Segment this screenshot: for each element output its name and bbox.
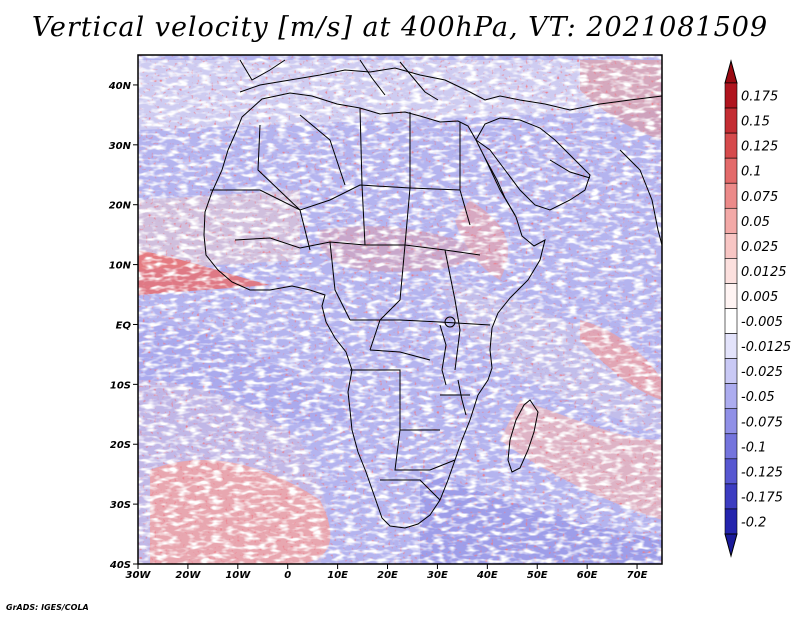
- colorbar-label: -0.2: [741, 515, 766, 530]
- colorbar-label: 0.075: [741, 190, 778, 205]
- colorbar-label: -0.005: [741, 315, 783, 330]
- lon-tick-label: 60E: [577, 570, 598, 581]
- colorbar-swatch: [724, 283, 738, 309]
- madagascar-coastline: [507, 399, 539, 473]
- colorbar-swatch: [724, 383, 738, 410]
- colorbar-bottom-arrow: [724, 533, 738, 558]
- lon-tick-label: 20W: [175, 570, 201, 581]
- plot-frame: [137, 54, 663, 565]
- colorbar-label: 0.15: [741, 115, 770, 130]
- lat-tick-label: 20N: [109, 201, 132, 212]
- lat-tick-label: 10N: [109, 261, 132, 272]
- lon-tick-label: 0: [284, 570, 291, 581]
- lon-tick-label: 30W: [126, 570, 152, 581]
- colorbar-swatch: [724, 82, 738, 109]
- africa-coastline: [203, 92, 546, 529]
- lat-tick-label: 10S: [110, 380, 131, 391]
- colorbar-top-arrow: [724, 59, 738, 84]
- colorbar-label: 0.05: [741, 215, 770, 230]
- lat-tick-label: 30S: [110, 500, 131, 511]
- lat-tick-label: 30N: [109, 141, 132, 152]
- colorbar-swatch: [724, 107, 738, 134]
- lat-tick-label: 40N: [108, 81, 132, 92]
- lon-tick-label: 20E: [377, 570, 398, 581]
- colorbar-swatch: [724, 258, 738, 284]
- colorbar-swatch: [724, 308, 738, 334]
- colorbar-swatch: [724, 333, 738, 359]
- colorbar-swatch: [724, 458, 738, 485]
- colorbar-swatch: [724, 207, 738, 234]
- lon-tick-label: 40E: [476, 570, 498, 581]
- colorbar-swatch: [724, 508, 738, 535]
- lon-axis: 30W 20W 10W 0 10E 20E 30E 40E 50E 60E 70E: [126, 564, 648, 581]
- lat-tick-label: EQ: [116, 320, 132, 331]
- colorbar: 0.175 0.15 0.125 0.1 0.075 0.05 0.025 0.0125 0.0…: [724, 59, 791, 558]
- colorbar-label: -0.125: [741, 465, 783, 480]
- velocity-field: [138, 55, 662, 564]
- colorbar-swatch: [724, 358, 738, 384]
- colorbar-label: -0.1: [741, 440, 766, 455]
- colorbar-swatch: [724, 157, 738, 184]
- colorbar-label: 0.0125: [741, 265, 787, 280]
- lon-tick-label: 30E: [427, 570, 448, 581]
- colorbar-swatch: [724, 483, 738, 510]
- colorbar-label: 0.1: [741, 165, 762, 180]
- colorbar-label: 0.025: [741, 240, 778, 255]
- colorbar-swatch: [724, 132, 738, 159]
- lat-tick-label: 40S: [109, 560, 131, 571]
- europe-coastline: [239, 67, 663, 111]
- lat-axis: 40N 30N 20N 10N EQ 10S 20S 30S 40S: [108, 81, 138, 571]
- lat-tick-label: 20S: [110, 440, 131, 451]
- lon-tick-label: 10W: [225, 570, 251, 581]
- colorbar-label: 0.005: [741, 290, 778, 305]
- grads-credit: GrADS: IGES/COLA: [6, 603, 89, 612]
- lon-tick-label: 10E: [327, 570, 348, 581]
- lon-tick-label: 50E: [527, 570, 548, 581]
- colorbar-label: -0.05: [741, 390, 775, 405]
- map-title: Vertical velocity [m/s] at 400hPa, VT: 2…: [31, 12, 769, 43]
- india-coastline: [619, 149, 663, 246]
- coastlines: [203, 59, 663, 529]
- lon-tick-label: 70E: [627, 570, 648, 581]
- colorbar-swatch: [724, 233, 738, 259]
- colorbar-swatch: [724, 408, 738, 435]
- colorbar-label: -0.075: [741, 415, 783, 430]
- colorbar-label: -0.175: [741, 490, 783, 505]
- colorbar-swatch: [724, 433, 738, 460]
- colorbar-label: -0.025: [741, 365, 783, 380]
- colorbar-swatch: [724, 182, 738, 209]
- colorbar-label: 0.175: [741, 90, 778, 105]
- arabia-coastline: [475, 117, 591, 211]
- colorbar-label: 0.125: [741, 140, 778, 155]
- colorbar-label: -0.0125: [741, 340, 791, 355]
